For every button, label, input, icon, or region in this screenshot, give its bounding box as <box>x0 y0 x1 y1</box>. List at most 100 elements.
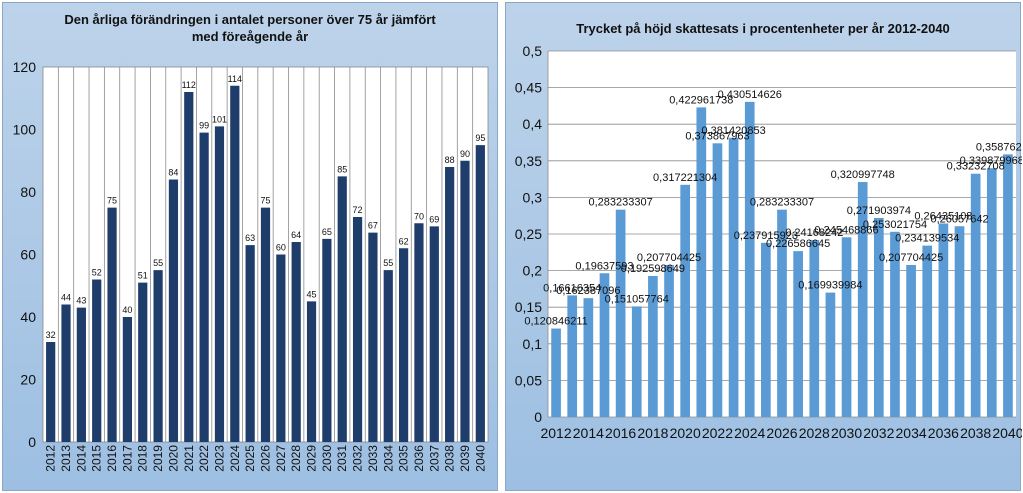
data-label: 75 <box>260 196 270 206</box>
bar <box>383 270 393 442</box>
bar <box>857 182 868 417</box>
bar <box>76 307 86 442</box>
y-tick-label: 0,2 <box>523 263 543 279</box>
data-label: 60 <box>276 243 286 253</box>
bar <box>938 223 949 417</box>
bar <box>46 342 56 442</box>
data-label: 0,283233307 <box>750 197 814 209</box>
bar <box>712 143 723 417</box>
bar <box>399 248 409 442</box>
bar <box>664 264 674 417</box>
y-tick-label: 20 <box>20 372 36 388</box>
chart-panel-annual-change: Den årliga förändringen i antalet person… <box>2 2 498 491</box>
bar-chart-annual-change: 0204060801001203220124420134320145220157… <box>13 59 489 472</box>
x-tick-label: 2036 <box>412 445 426 472</box>
data-label: 0,422961738 <box>669 94 733 106</box>
bar <box>809 240 820 417</box>
y-tick-label: 0 <box>534 409 542 425</box>
bar <box>245 245 255 442</box>
data-label: 0,381420853 <box>701 125 765 137</box>
x-tick-label: 2022 <box>702 425 733 441</box>
x-tick-label: 2030 <box>831 425 862 441</box>
x-tick-label: 2021 <box>182 445 196 472</box>
bar <box>873 217 884 417</box>
data-label: 0,120846211 <box>524 316 587 328</box>
data-label: 0,373867963 <box>685 130 749 142</box>
data-label: 0,283233307 <box>589 197 653 209</box>
bar <box>475 145 485 442</box>
data-label: 64 <box>291 230 301 240</box>
data-label: 0,207704425 <box>879 252 943 264</box>
y-tick-label: 0,45 <box>515 80 542 96</box>
y-tick-label: 0,1 <box>523 336 543 352</box>
x-tick-label: 2014 <box>74 445 88 472</box>
data-label: 0,226586645 <box>766 238 830 250</box>
data-label: 44 <box>61 293 71 303</box>
bar-chart-tax-pressure: 0 0,05 0,1 0,15 0,2 0,25 0,3 0,35 0,4 0,45 0,5 0,12… <box>515 43 1022 441</box>
x-tick-label: 2038 <box>443 445 457 472</box>
data-label: 55 <box>153 258 163 268</box>
data-label: 0,162387096 <box>556 285 620 297</box>
chart-title: Trycket på höjd skattesats i procentenhe… <box>576 21 950 36</box>
x-tick-label: 2020 <box>670 425 701 441</box>
y-tick-label: 0,5 <box>523 43 543 59</box>
x-tick-label: 2040 <box>473 445 487 472</box>
y-tick-label: 0,25 <box>515 226 542 242</box>
x-tick-label: 2013 <box>59 445 73 472</box>
bar <box>368 232 378 442</box>
bar <box>696 107 707 418</box>
data-label: 0,430514626 <box>718 89 782 101</box>
x-tick-label: 2028 <box>289 445 303 472</box>
x-tick-label: 2023 <box>212 445 226 472</box>
data-label: 72 <box>353 205 363 215</box>
data-label: 0,24168242 <box>785 227 843 239</box>
data-label: 114 <box>228 74 242 84</box>
bar <box>445 167 455 442</box>
x-tick-label: 2019 <box>151 445 165 472</box>
x-tick-label: 2026 <box>259 445 273 472</box>
bar <box>291 242 301 442</box>
data-label: 40 <box>122 305 132 315</box>
x-tick-label: 2016 <box>105 445 119 472</box>
bar <box>1003 154 1013 417</box>
x-tick-label: 2033 <box>366 445 380 472</box>
x-tick-label: 2018 <box>637 425 668 441</box>
bar <box>429 226 439 442</box>
bar <box>922 245 933 417</box>
bar <box>460 160 470 442</box>
bar <box>841 237 852 417</box>
bar <box>107 207 117 442</box>
y-tick-label: 0 <box>28 434 36 450</box>
x-tick-label: 2020 <box>166 445 180 472</box>
data-label: 0,26435108 <box>914 210 972 222</box>
data-label: 51 <box>138 271 148 281</box>
bar <box>744 101 755 418</box>
bar <box>777 209 787 417</box>
x-tick-label: 2012 <box>540 425 571 441</box>
bar <box>230 85 240 442</box>
x-tick-label: 2032 <box>863 425 894 441</box>
data-label: 0,358762189 <box>976 141 1022 153</box>
bar <box>551 328 561 417</box>
bar <box>122 317 132 442</box>
data-label: 0,237915923 <box>734 230 798 242</box>
data-label: 101 <box>212 114 227 124</box>
bar <box>168 179 179 442</box>
data-label: 0,169939984 <box>798 280 862 292</box>
x-tick-label: 2040 <box>992 425 1022 441</box>
x-tick-label: 2024 <box>734 425 765 441</box>
bar <box>728 137 739 418</box>
data-label: 85 <box>337 164 347 174</box>
data-label: 0,339879968 <box>960 155 1022 167</box>
data-label: 99 <box>199 121 209 131</box>
bar <box>954 226 965 417</box>
bar <box>970 173 981 417</box>
x-tick-label: 2024 <box>228 445 242 472</box>
y-tick-label: 60 <box>20 247 36 263</box>
data-label: 0,33232708 <box>947 161 1005 173</box>
x-tick-label: 2037 <box>427 445 441 472</box>
x-tick-label: 2022 <box>197 445 211 472</box>
data-label: 0,151057764 <box>605 293 669 305</box>
x-tick-label: 2025 <box>243 445 257 472</box>
bar <box>615 209 626 417</box>
